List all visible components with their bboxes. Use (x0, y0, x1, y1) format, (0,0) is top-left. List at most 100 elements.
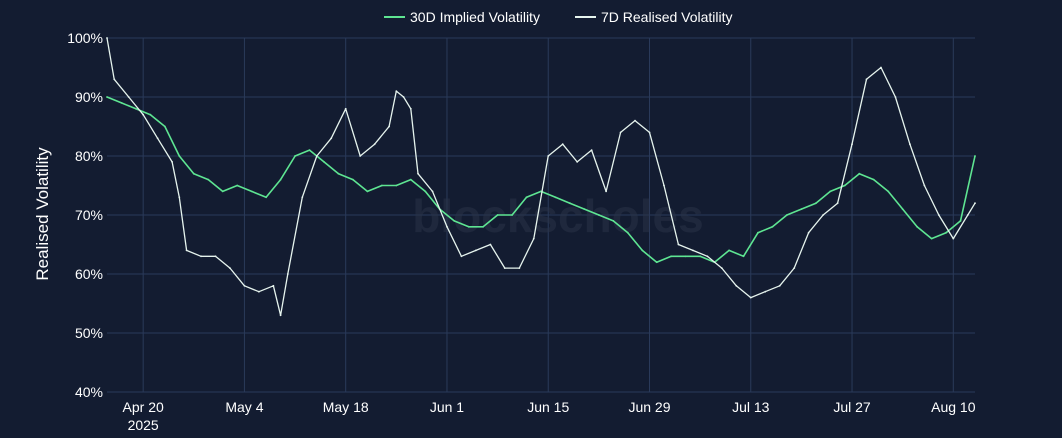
data-point-implied-vol (872, 178, 875, 181)
data-point-implied-vol (511, 214, 513, 216)
data-point-realised-vol (359, 155, 362, 157)
data-point-implied-vol (597, 214, 600, 216)
data-point-realised-vol (880, 66, 882, 69)
x-tick-label: Apr 20 (123, 399, 164, 415)
data-point-realised-vol (315, 155, 318, 157)
data-point-realised-vol (171, 161, 174, 163)
data-point-implied-vol (236, 184, 239, 187)
data-point-realised-vol (923, 184, 926, 187)
data-point-realised-vol (547, 155, 550, 157)
data-point-implied-vol (106, 96, 108, 98)
data-point-realised-vol (388, 125, 390, 128)
data-point-realised-vol (778, 284, 781, 287)
data-point-realised-vol (735, 284, 738, 287)
data-point-realised-vol (518, 267, 521, 269)
y-tick-label: 60% (75, 266, 103, 282)
data-point-implied-vol (800, 208, 803, 211)
data-point-realised-vol (677, 243, 680, 246)
data-point-implied-vol (684, 255, 687, 258)
x-tick-label: Jun 15 (527, 399, 569, 415)
data-point-implied-vol (786, 214, 788, 216)
data-point-realised-vol (619, 131, 622, 134)
data-point-implied-vol (352, 178, 354, 181)
data-point-realised-vol (286, 273, 289, 275)
data-point-realised-vol (402, 96, 405, 98)
data-point-implied-vol (670, 255, 673, 258)
data-point-implied-vol (858, 172, 861, 175)
x-tick-label: Jul 13 (732, 399, 770, 415)
x-tick-label: May 4 (225, 399, 263, 415)
legend-item-realised-vol[interactable]: 7D Realised Volatility (575, 9, 733, 25)
data-point-realised-vol (561, 143, 564, 146)
data-point-implied-vol (221, 190, 224, 193)
data-point-implied-vol (294, 155, 296, 157)
data-point-implied-vol (192, 172, 195, 175)
legend-item-implied-vol[interactable]: 30D Implied Volatility (384, 9, 540, 25)
data-point-realised-vol (851, 143, 853, 146)
data-point-realised-vol (409, 107, 412, 110)
data-point-implied-vol (149, 113, 152, 116)
data-point-realised-vol (279, 314, 282, 317)
data-point-implied-vol (887, 190, 890, 193)
data-point-implied-vol (424, 190, 427, 193)
data-point-realised-vol (822, 214, 824, 216)
data-point-realised-vol (229, 267, 231, 269)
legend-label-implied-vol: 30D Implied Volatility (410, 9, 540, 25)
y-axis-label: Realised Volatility (33, 147, 52, 281)
data-point-implied-vol (699, 255, 702, 258)
data-point-implied-vol (742, 255, 745, 258)
x-tick-sublabel: 2025 (128, 417, 159, 433)
data-point-realised-vol (185, 249, 188, 252)
data-point-realised-vol (178, 196, 181, 199)
grid (107, 37, 975, 393)
data-point-realised-vol (243, 284, 246, 287)
x-tick-label: Jul 27 (833, 399, 871, 415)
data-point-implied-vol (279, 178, 282, 181)
data-point-realised-vol (142, 113, 145, 116)
data-point-implied-vol (207, 178, 210, 181)
data-point-implied-vol (974, 155, 976, 157)
data-point-implied-vol (380, 184, 383, 187)
data-point-realised-vol (156, 137, 159, 140)
data-point-implied-vol (641, 249, 644, 252)
data-point-realised-vol (937, 214, 940, 216)
data-point-realised-vol (764, 290, 767, 293)
data-point-realised-vol (749, 296, 752, 299)
data-point-realised-vol (417, 172, 419, 175)
data-point-implied-vol (525, 196, 528, 199)
data-point-realised-vol (214, 255, 217, 258)
data-point-implied-vol (945, 231, 947, 234)
data-point-implied-vol (337, 172, 340, 175)
data-point-implied-vol (366, 190, 369, 193)
x-tick-label: Aug 10 (931, 399, 976, 415)
data-point-realised-vol (605, 190, 607, 193)
data-point-realised-vol (807, 231, 810, 234)
data-point-realised-vol (503, 267, 506, 269)
data-point-realised-vol (127, 96, 130, 98)
data-point-implied-vol (265, 196, 268, 199)
y-tick-label: 50% (75, 325, 103, 341)
data-point-implied-vol (916, 225, 919, 228)
x-axis: Apr 20 2025 May 4 May 18 Jun 1 Jun 15 Jun 29 Ju… (123, 399, 976, 433)
data-point-implied-vol (120, 102, 123, 104)
data-point-implied-vol (163, 125, 166, 128)
legend-label-realised-vol: 7D Realised Volatility (601, 9, 733, 25)
data-point-implied-vol (583, 208, 586, 211)
data-point-realised-vol (258, 290, 260, 293)
legend[interactable]: 30D Implied Volatility 7D Realised Volat… (384, 9, 733, 25)
data-point-realised-vol (663, 184, 665, 187)
data-point-realised-vol (894, 96, 897, 98)
data-point-implied-vol (135, 107, 137, 110)
data-point-realised-vol (648, 131, 651, 134)
data-point-implied-vol (323, 161, 325, 163)
data-point-realised-vol (720, 267, 723, 269)
data-point-implied-vol (930, 237, 933, 240)
data-point-realised-vol (446, 225, 448, 228)
data-point-implied-vol (626, 231, 629, 234)
data-point-implied-vol (496, 214, 499, 216)
y-tick-label: 100% (67, 30, 103, 46)
data-point-implied-vol (467, 225, 470, 228)
data-point-realised-vol (489, 243, 492, 246)
data-point-realised-vol (475, 249, 477, 252)
